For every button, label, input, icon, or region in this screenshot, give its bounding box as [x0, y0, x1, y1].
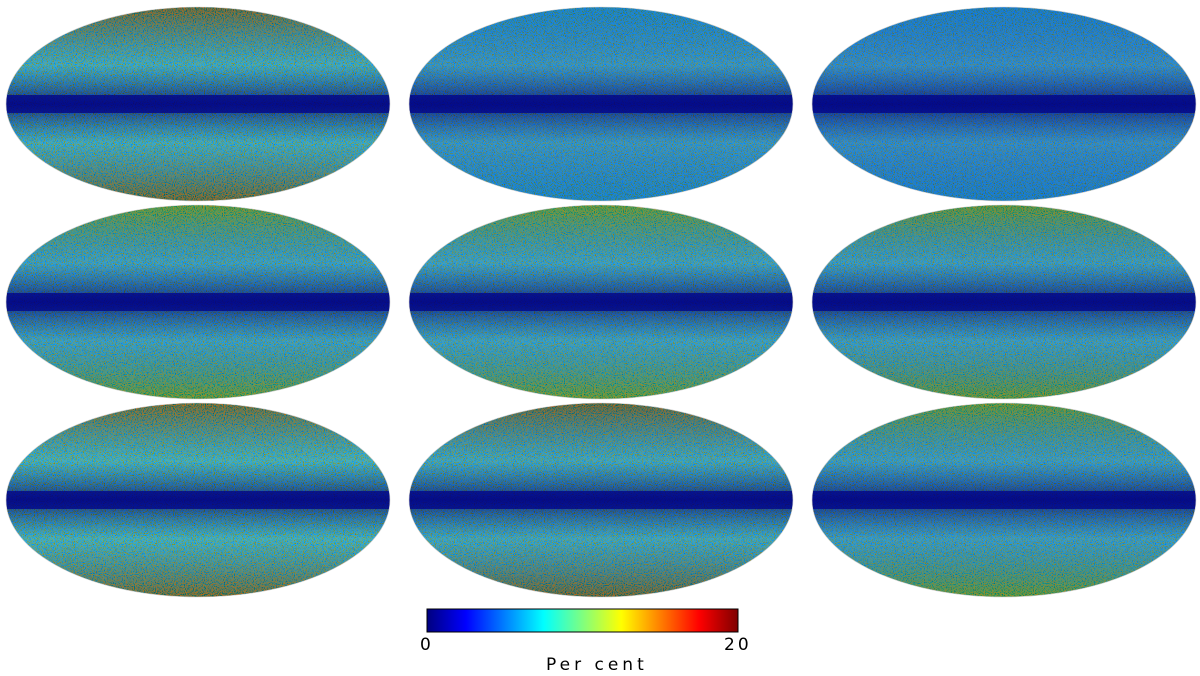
maps-layer [5, 6, 1197, 598]
map-row1-col2 [409, 7, 793, 201]
colorbar-unit-label: Per cent [546, 655, 648, 675]
map-row2-col2-galactic-plane [409, 293, 793, 311]
map-row3-col2-outline [408, 402, 794, 598]
colorbar-max-label: 20 [724, 635, 752, 655]
map-row3-col3 [812, 403, 1196, 597]
colorbar-min-label: 0 [420, 635, 431, 655]
map-row1-col2-galactic-plane [409, 95, 793, 113]
map-row2-col1 [6, 205, 390, 399]
map-row3-col1-outline [5, 402, 391, 598]
map-row2-col3 [812, 205, 1196, 399]
colorbar [426, 608, 739, 633]
map-row2-col2 [409, 205, 793, 399]
map-row1-col1-galactic-plane [6, 95, 390, 113]
map-row2-col2-outline [408, 204, 794, 400]
map-row2-col1-galactic-plane [6, 293, 390, 311]
map-row3-col3-galactic-plane [812, 491, 1196, 509]
colorbar-gradient [426, 608, 739, 633]
map-row3-col1-galactic-plane [6, 491, 390, 509]
map-row3-col1 [6, 403, 390, 597]
map-row2-col1-outline [5, 204, 391, 400]
map-row3-col2 [409, 403, 793, 597]
map-row3-col2-galactic-plane [409, 491, 793, 509]
map-row2-col3-outline [811, 204, 1197, 400]
map-row1-col3-galactic-plane [812, 95, 1196, 113]
map-row2-col3-galactic-plane [812, 293, 1196, 311]
map-row1-col2-outline [408, 6, 794, 202]
map-row1-col3-outline [811, 6, 1197, 202]
map-row1-col1-outline [5, 6, 391, 202]
map-row3-col3-outline [811, 402, 1197, 598]
map-row1-col3 [812, 7, 1196, 201]
map-row1-col1 [6, 7, 390, 201]
